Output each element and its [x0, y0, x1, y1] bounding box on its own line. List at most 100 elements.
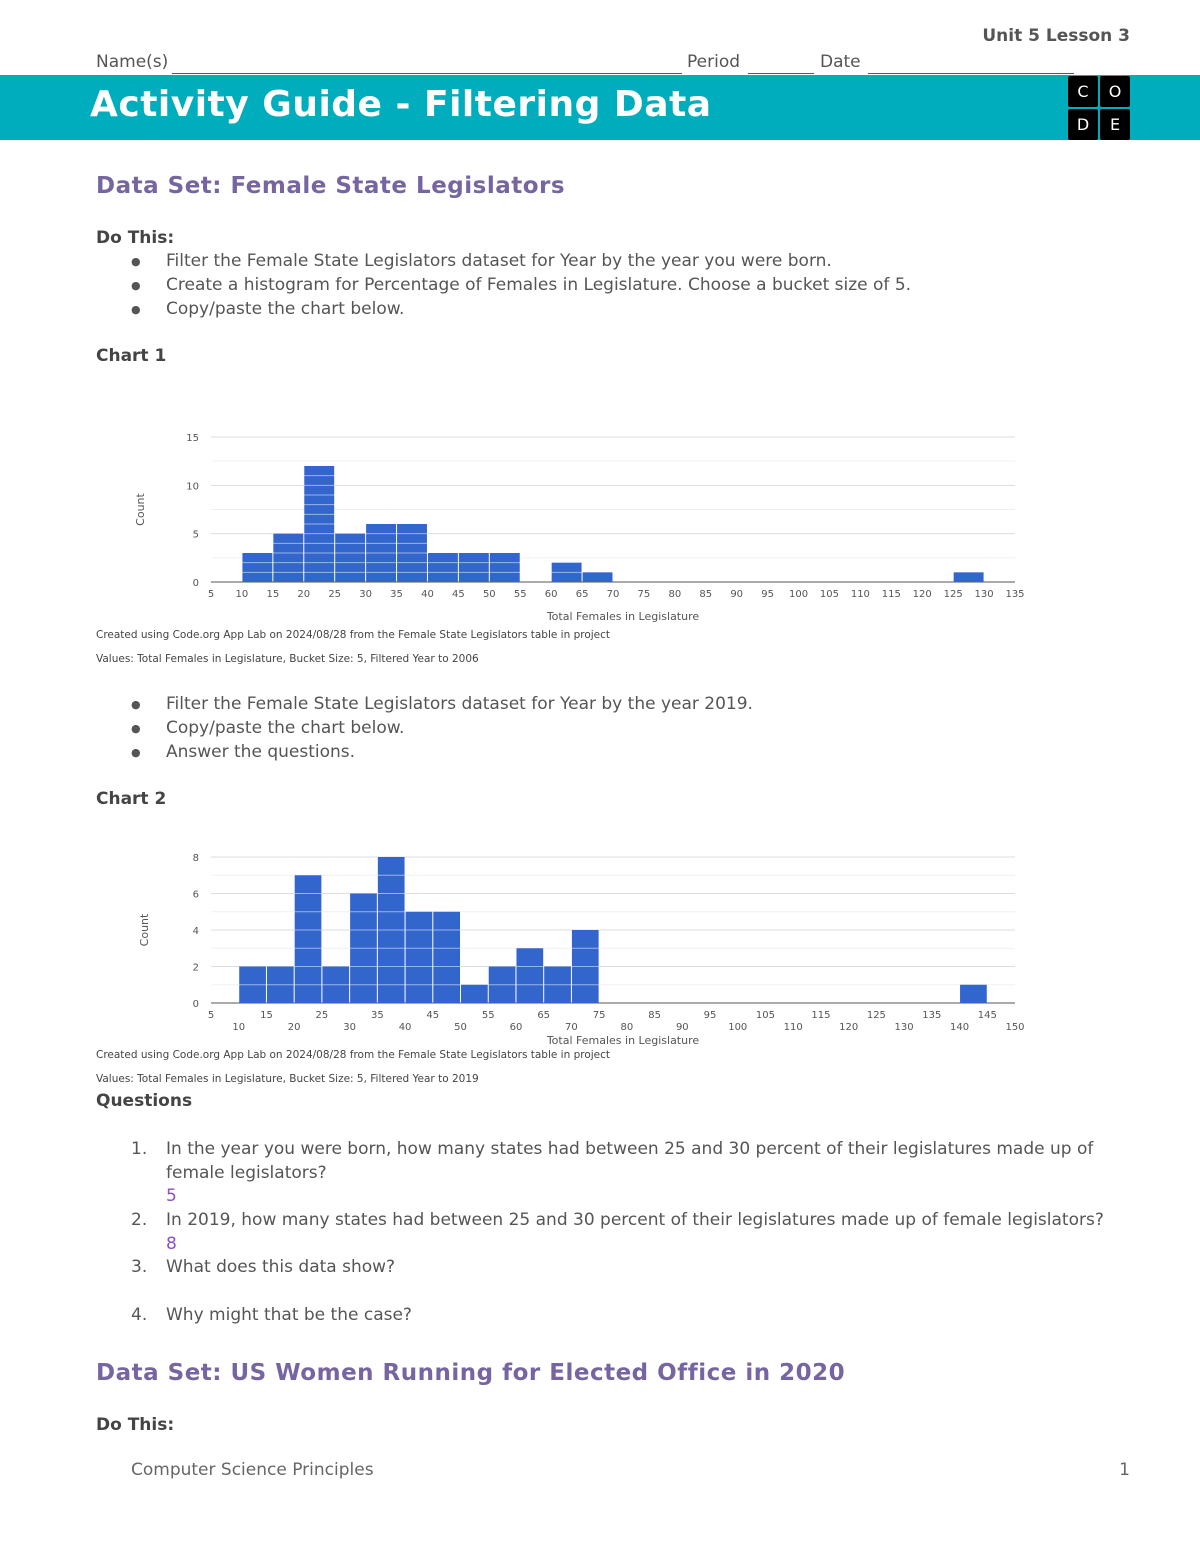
y-tick-label: 0 — [193, 999, 199, 1010]
steps-list-1: Filter the Female State Legislators data… — [131, 249, 911, 322]
y-tick-label: 2 — [193, 963, 199, 974]
footer-course: Computer Science Principles — [131, 1460, 374, 1480]
y-axis-label: Count — [134, 492, 147, 525]
x-tick-label: 85 — [648, 1010, 661, 1021]
x-tick-label: 115 — [882, 589, 901, 600]
histogram-bar — [242, 553, 273, 582]
x-tick-label: 80 — [620, 1022, 633, 1033]
question-text: In the year you were born, how many stat… — [166, 1139, 1094, 1183]
x-tick-label: 15 — [260, 1010, 273, 1021]
x-tick-label: 30 — [343, 1022, 356, 1033]
x-tick-label: 90 — [730, 589, 743, 600]
answer-text[interactable]: 8 — [166, 1233, 177, 1254]
unit-label: Unit 5 Lesson 3 — [982, 26, 1130, 46]
x-tick-label: 75 — [593, 1010, 606, 1021]
chart1-caption: Created using Code.org App Lab on 2024/0… — [96, 629, 611, 641]
x-tick-label: 30 — [359, 589, 372, 600]
x-tick-label: 120 — [913, 589, 932, 600]
x-tick-label: 145 — [978, 1010, 997, 1021]
x-tick-label: 95 — [761, 589, 774, 600]
histogram-bar — [516, 948, 544, 1003]
x-tick-label: 20 — [297, 589, 310, 600]
questions-label: Questions — [96, 1091, 193, 1111]
histogram-bar — [427, 553, 458, 582]
logo-letter: C — [1068, 76, 1098, 107]
question-text: What does this data show? — [166, 1257, 396, 1277]
x-tick-label: 45 — [426, 1010, 439, 1021]
question-number: 1. — [131, 1139, 148, 1159]
x-tick-label: 75 — [638, 589, 651, 600]
y-tick-label: 8 — [193, 853, 199, 864]
question-1: 1. In the year you were born, how many s… — [131, 1138, 1131, 1209]
x-tick-label: 70 — [565, 1022, 578, 1033]
histogram-bar — [953, 572, 984, 582]
x-tick-label: 100 — [789, 589, 808, 600]
x-tick-label: 130 — [895, 1022, 914, 1033]
histogram-bar — [335, 533, 366, 582]
x-tick-label: 70 — [607, 589, 620, 600]
x-tick-label: 105 — [820, 589, 839, 600]
logo-letter: E — [1100, 109, 1130, 140]
x-tick-label: 50 — [454, 1022, 467, 1033]
x-tick-label: 5 — [208, 1010, 214, 1021]
name-field[interactable] — [172, 73, 682, 74]
question-3: 3. What does this data show? — [131, 1256, 1131, 1280]
chart1-values: Values: Total Females in Legislature, Bu… — [96, 653, 479, 665]
x-tick-label: 125 — [867, 1010, 886, 1021]
title-banner — [0, 75, 1200, 140]
histogram-bar — [458, 553, 489, 582]
x-tick-label: 80 — [668, 589, 681, 600]
x-tick-label: 140 — [950, 1022, 969, 1033]
list-item: Copy/paste the chart below. — [131, 716, 753, 741]
logo-letter: D — [1068, 109, 1098, 140]
histogram-bar — [294, 875, 322, 1003]
question-2: 2. In 2019, how many states had between … — [131, 1209, 1131, 1256]
y-tick-label: 0 — [193, 578, 199, 589]
histogram-bar — [582, 572, 613, 582]
x-tick-label: 55 — [514, 589, 527, 600]
x-tick-label: 105 — [756, 1010, 775, 1021]
y-tick-label: 10 — [186, 481, 199, 492]
x-tick-label: 20 — [288, 1022, 301, 1033]
x-tick-label: 40 — [399, 1022, 412, 1033]
histogram-bar — [489, 553, 520, 582]
date-field[interactable] — [868, 73, 1074, 74]
answer-text[interactable]: 5 — [166, 1186, 177, 1206]
list-item: Answer the questions. — [131, 740, 753, 765]
x-tick-label: 135 — [922, 1010, 941, 1021]
do-this-label: Do This: — [96, 228, 175, 248]
x-tick-label: 50 — [483, 589, 496, 600]
x-tick-label: 25 — [316, 1010, 329, 1021]
x-tick-label: 15 — [266, 589, 279, 600]
x-tick-label: 135 — [1005, 589, 1024, 600]
histogram-bar — [461, 984, 488, 1003]
date-label: Date — [820, 52, 861, 72]
page-title: Activity Guide - Filtering Data — [90, 84, 712, 125]
x-tick-label: 60 — [510, 1022, 523, 1033]
steps-list-2: Filter the Female State Legislators data… — [131, 692, 753, 765]
question-number: 2. — [131, 1210, 148, 1230]
x-tick-label: 115 — [811, 1010, 830, 1021]
chart2-values: Values: Total Females in Legislature, Bu… — [96, 1073, 479, 1085]
chart1-label: Chart 1 — [96, 346, 167, 366]
x-tick-label: 110 — [851, 589, 870, 600]
x-tick-label: 125 — [944, 589, 963, 600]
x-tick-label: 65 — [576, 589, 589, 600]
x-tick-label: 35 — [390, 589, 403, 600]
question-number: 4. — [131, 1305, 148, 1325]
list-item: Filter the Female State Legislators data… — [131, 249, 911, 274]
list-item: Create a histogram for Percentage of Fem… — [131, 273, 911, 298]
x-tick-label: 65 — [537, 1010, 550, 1021]
period-field[interactable] — [748, 73, 814, 74]
x-tick-label: 10 — [236, 589, 249, 600]
y-tick-label: 4 — [193, 926, 199, 937]
x-tick-label: 60 — [545, 589, 558, 600]
x-tick-label: 130 — [975, 589, 994, 600]
x-tick-label: 35 — [371, 1010, 384, 1021]
x-axis-label: Total Females in Legislature — [546, 1034, 700, 1047]
x-tick-label: 100 — [728, 1022, 747, 1033]
x-tick-label: 85 — [699, 589, 712, 600]
